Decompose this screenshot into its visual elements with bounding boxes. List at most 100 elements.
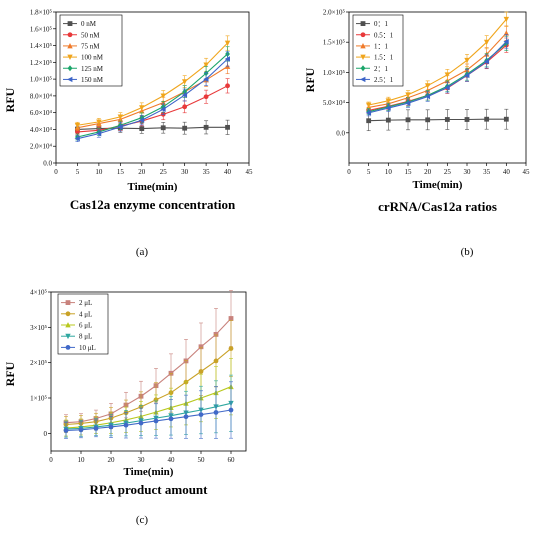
x-tick-label: 10 (385, 168, 393, 176)
x-tick-label: 35 (483, 168, 491, 176)
data-point (108, 424, 114, 430)
series-line (77, 53, 228, 138)
x-tick-label: 10 (95, 168, 103, 176)
chart-caption: RPA product amount (90, 482, 209, 497)
legend-marker (65, 311, 71, 317)
legend-marker (360, 32, 366, 38)
y-tick-label: 0.0 (336, 129, 345, 137)
series-c-2 (63, 358, 234, 437)
data-point (483, 39, 490, 46)
data-point (168, 416, 174, 422)
data-point (424, 83, 431, 89)
data-point (78, 427, 84, 433)
data-point (444, 72, 451, 78)
data-point (160, 125, 166, 131)
chart-c: 0 10 20 30 40 50 60 0 1×10⁵ 2×10⁵ 3×10⁵ 4×10⁵ 2 μL 4 … (3, 289, 247, 526)
series-line (368, 18, 507, 106)
y-tick-label: 2.0×10⁴ (30, 143, 53, 151)
data-point (181, 92, 188, 98)
series-b-5 (365, 34, 509, 117)
x-tick-label: 10 (78, 456, 86, 464)
data-point (203, 76, 209, 82)
series-b-0 (366, 108, 509, 132)
y-tick-label: 1.6×10⁵ (30, 25, 53, 33)
legend-marker (67, 32, 73, 38)
x-tick-label: 20 (138, 168, 146, 176)
legend-label: 2：1 (374, 65, 388, 73)
chart-a: 0 5 10 15 20 25 30 35 40 45 0.0 2.0×10⁴ 4.0×10⁴ 6.0×1… (3, 9, 253, 259)
series-line (65, 386, 232, 429)
series-line (368, 42, 507, 113)
legend-label: 8 μL (79, 333, 92, 341)
y-tick-label: 1×10⁵ (30, 395, 47, 403)
data-point (213, 410, 219, 415)
legend-marker (65, 300, 71, 305)
legend-label: 4 μL (79, 310, 92, 318)
data-point (182, 104, 188, 110)
legend-marker (65, 333, 71, 340)
data-point (198, 412, 204, 418)
panel-label: (b) (461, 246, 474, 258)
y-tick-label: 6.0×10⁴ (30, 109, 53, 117)
legend-label: 100 nM (81, 54, 104, 62)
y-tick-label: 8.0×10⁴ (30, 92, 53, 100)
legend-marker (360, 21, 366, 26)
x-tick-label: 25 (444, 168, 452, 176)
chart-caption: Cas12a enzyme concentration (70, 197, 236, 212)
legend-label: 125 nM (81, 65, 104, 73)
x-tick-label: 60 (228, 456, 236, 464)
data-point (160, 106, 166, 113)
y-tick-label: 0.0 (43, 160, 52, 168)
series-line (368, 32, 507, 108)
y-tick-label: 4×10⁵ (30, 289, 47, 297)
series-c-4 (63, 381, 234, 439)
data-point (213, 358, 219, 364)
y-tick-label: 5.0×10⁴ (323, 99, 346, 107)
x-tick-label: 30 (464, 168, 472, 176)
legend-marker (67, 43, 73, 49)
data-point (405, 117, 411, 123)
data-point (117, 124, 123, 130)
data-point (444, 84, 450, 91)
data-point (483, 58, 490, 65)
data-point (424, 93, 431, 100)
series-line (65, 402, 232, 430)
data-point (74, 122, 81, 129)
series-b-3 (365, 11, 510, 109)
x-axis-label: Time(min) (124, 466, 174, 478)
data-point (160, 93, 166, 99)
data-point (228, 346, 234, 351)
series-line (77, 58, 228, 140)
x-tick-label: 45 (246, 168, 254, 176)
data-point (464, 72, 470, 79)
legend-label: 2.5：1 (374, 76, 394, 84)
legend-marker (67, 54, 73, 60)
data-point (224, 40, 231, 46)
data-point (228, 316, 234, 321)
data-point (365, 102, 372, 108)
data-point (93, 425, 99, 431)
y-tick-label: 3×10⁵ (30, 324, 47, 332)
data-point (225, 83, 230, 89)
data-point (63, 428, 69, 433)
x-tick-label: 45 (523, 168, 531, 176)
series-line (77, 42, 228, 126)
series-c-3 (63, 374, 234, 438)
x-tick-label: 0 (347, 168, 351, 176)
legend-marker (360, 43, 366, 49)
legend-b: 0：1 0.5：1 1：1 1.5：1 2：1 2.5：1 (352, 14, 404, 87)
data-point (203, 124, 209, 130)
x-tick-label: 15 (117, 168, 125, 176)
plot-frame (55, 11, 250, 164)
legend-box (352, 14, 404, 87)
legend-box (59, 14, 123, 87)
legend-label: 0.5：1 (374, 31, 394, 39)
data-point (425, 117, 431, 123)
series-line (65, 318, 232, 424)
data-point (139, 105, 145, 111)
data-point (224, 56, 230, 62)
series-line (65, 348, 232, 426)
x-tick-label: 40 (168, 456, 176, 464)
legend-marker (65, 322, 71, 328)
